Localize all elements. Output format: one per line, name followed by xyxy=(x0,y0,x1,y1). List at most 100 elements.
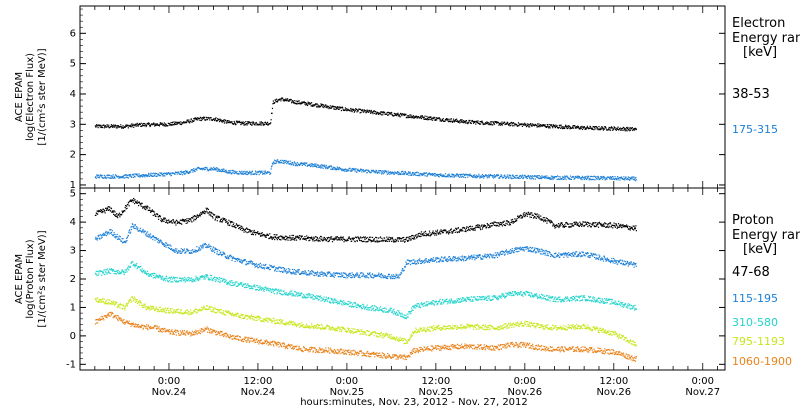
data-point xyxy=(336,272,338,274)
data-point xyxy=(587,177,589,180)
data-point xyxy=(133,124,136,126)
data-point xyxy=(547,125,549,127)
data-point xyxy=(380,170,382,172)
data-point xyxy=(152,124,154,126)
data-point xyxy=(371,274,373,276)
data-point xyxy=(473,121,475,123)
data-point xyxy=(608,176,610,178)
data-point xyxy=(133,176,135,179)
data-point xyxy=(252,232,254,234)
data-point xyxy=(146,207,148,210)
data-point xyxy=(242,173,245,175)
data-point xyxy=(136,122,138,124)
data-point xyxy=(223,218,225,221)
data-point xyxy=(447,232,449,234)
data-point xyxy=(590,226,593,228)
data-point xyxy=(623,129,625,131)
data-point xyxy=(338,276,340,278)
data-point xyxy=(531,175,533,177)
data-point xyxy=(450,259,452,261)
data-point xyxy=(470,174,472,176)
data-point xyxy=(561,178,563,180)
data-point xyxy=(159,175,161,177)
data-point xyxy=(190,120,192,122)
data-point xyxy=(540,253,542,255)
data-point xyxy=(439,231,441,233)
data-point xyxy=(445,119,447,121)
data-point xyxy=(168,244,170,246)
data-point xyxy=(245,172,247,174)
data-point xyxy=(574,253,576,255)
data-point xyxy=(586,223,588,226)
data-point xyxy=(363,236,365,238)
data-point xyxy=(149,233,152,235)
data-point xyxy=(344,272,346,274)
data-point xyxy=(463,260,465,262)
data-point xyxy=(293,102,295,104)
data-point xyxy=(261,234,263,236)
data-point xyxy=(545,126,547,128)
data-point xyxy=(597,257,599,260)
data-point xyxy=(541,175,543,177)
data-point xyxy=(473,121,476,124)
data-point xyxy=(425,118,427,121)
data-point xyxy=(504,224,507,226)
data-point xyxy=(579,252,581,255)
data-point xyxy=(521,248,523,250)
data-point xyxy=(300,272,302,275)
data-point xyxy=(381,237,383,240)
data-point xyxy=(355,275,358,277)
data-point xyxy=(508,174,511,177)
data-point xyxy=(498,255,500,257)
data-point xyxy=(445,232,447,234)
data-point xyxy=(543,220,545,223)
data-point xyxy=(529,216,531,218)
data-point xyxy=(209,167,211,169)
data-point xyxy=(419,258,421,260)
data-point xyxy=(439,173,441,175)
data-point xyxy=(412,172,414,174)
data-point xyxy=(530,249,532,251)
data-point xyxy=(635,176,637,179)
data-point xyxy=(442,175,444,177)
data-point xyxy=(464,257,466,259)
data-point xyxy=(596,178,598,180)
data-point xyxy=(286,100,288,102)
data-point xyxy=(469,119,471,122)
data-point xyxy=(136,123,138,125)
electron-legend-title-line1: Electron xyxy=(732,16,785,31)
data-point xyxy=(596,254,598,256)
data-point xyxy=(151,173,153,175)
data-point xyxy=(330,107,332,109)
data-point xyxy=(178,122,180,124)
data-point xyxy=(186,249,189,251)
data-point xyxy=(159,122,161,124)
data-point xyxy=(481,228,484,230)
data-point xyxy=(567,223,569,225)
data-point xyxy=(250,171,252,174)
data-point xyxy=(419,117,421,119)
data-point xyxy=(294,161,296,163)
data-point xyxy=(297,272,299,274)
data-point xyxy=(618,177,621,179)
data-point xyxy=(452,259,454,262)
data-point xyxy=(456,118,458,120)
data-point xyxy=(510,251,512,253)
data-point xyxy=(383,111,385,113)
data-point xyxy=(200,119,202,122)
data-point xyxy=(125,208,127,210)
data-point xyxy=(547,253,549,255)
data-point xyxy=(487,176,489,178)
data-point xyxy=(343,238,346,241)
data-point xyxy=(391,236,393,239)
data-point xyxy=(411,116,413,118)
data-point xyxy=(558,224,560,226)
data-point xyxy=(543,175,545,178)
data-point xyxy=(467,257,469,259)
data-point xyxy=(319,106,321,108)
data-point xyxy=(448,121,450,123)
data-point xyxy=(553,225,556,228)
data-point xyxy=(562,176,564,178)
data-point xyxy=(497,222,500,224)
data-point xyxy=(209,245,211,247)
